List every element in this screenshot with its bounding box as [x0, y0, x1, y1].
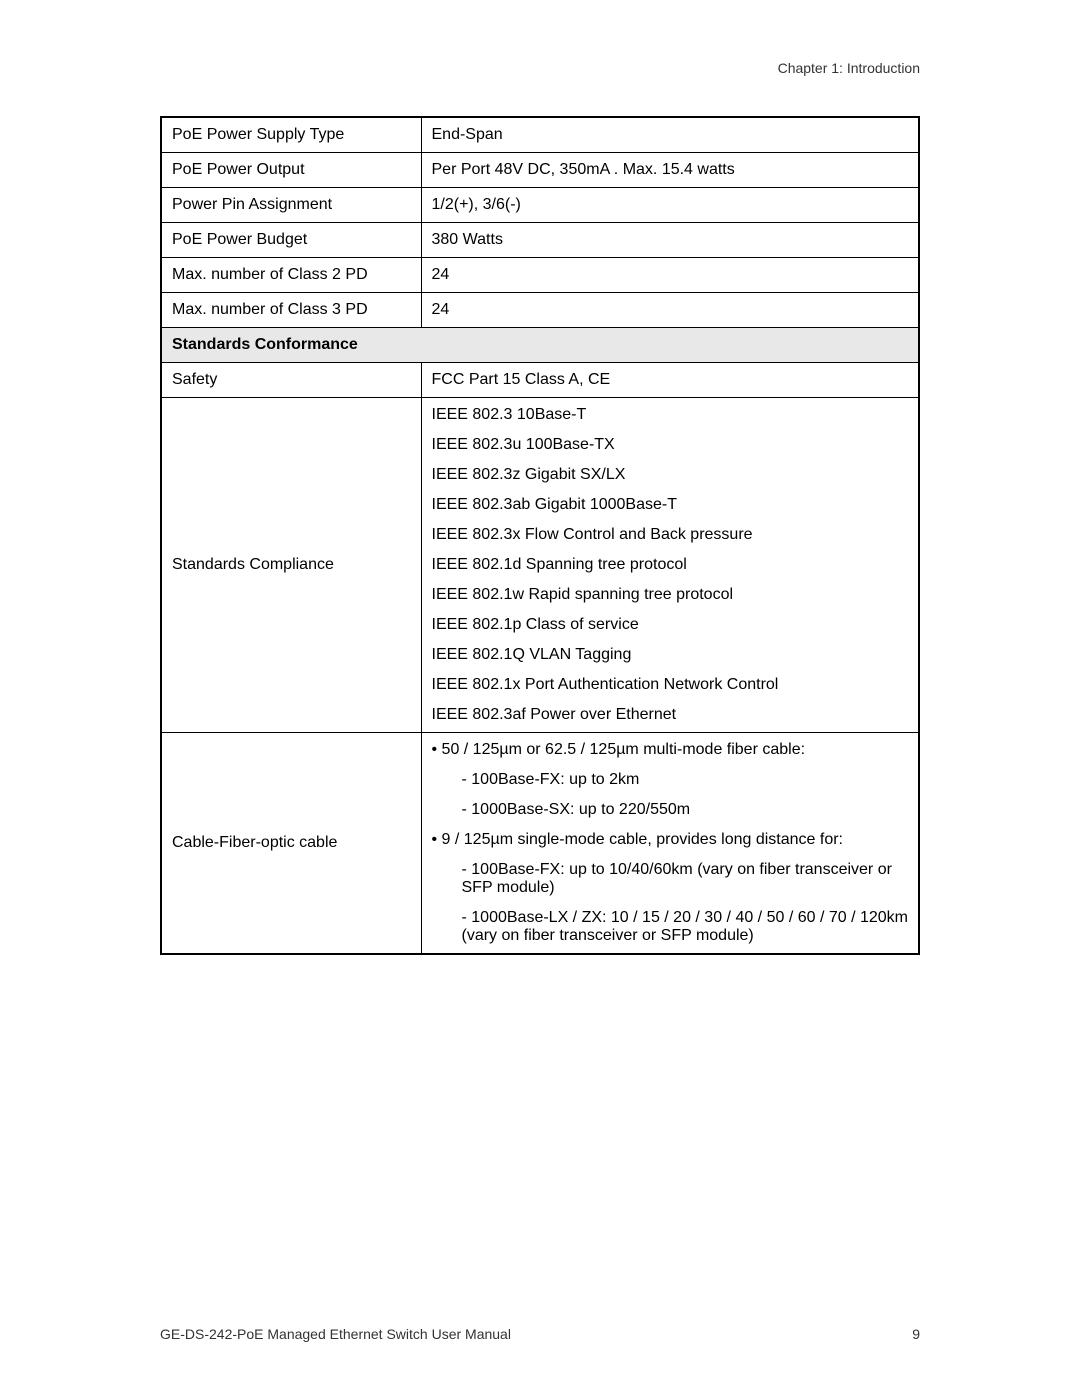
footer-title: GE-DS-242-PoE Managed Ethernet Switch Us… — [160, 1326, 511, 1342]
cell-value: Per Port 48V DC, 350mA . Max. 15.4 watts — [421, 153, 919, 188]
cell-value: End-Span — [421, 117, 919, 153]
cell-label: Standards Compliance — [161, 398, 421, 733]
cell-multiline: IEEE 802.3 10Base-T IEEE 802.3u 100Base-… — [421, 398, 919, 733]
compliance-line: IEEE 802.3x Flow Control and Back pressu… — [432, 520, 909, 550]
chapter-header: Chapter 1: Introduction — [160, 60, 920, 76]
cable-line: - 100Base-FX: up to 2km — [432, 765, 909, 795]
cable-line: • 9 / 125µm single-mode cable, provides … — [432, 825, 909, 855]
cell-label: Safety — [161, 363, 421, 398]
cable-line: - 100Base-FX: up to 10/40/60km (vary on … — [432, 855, 909, 903]
cell-label: PoE Power Supply Type — [161, 117, 421, 153]
table-section-header: Standards Conformance — [161, 328, 919, 363]
table-row: PoE Power Supply Type End-Span — [161, 117, 919, 153]
compliance-line: IEEE 802.3 10Base-T — [432, 406, 909, 430]
compliance-line: IEEE 802.3z Gigabit SX/LX — [432, 460, 909, 490]
compliance-line: IEEE 802.1Q VLAN Tagging — [432, 640, 909, 670]
cell-label: PoE Power Output — [161, 153, 421, 188]
compliance-line: IEEE 802.3u 100Base-TX — [432, 430, 909, 460]
cell-value: FCC Part 15 Class A, CE — [421, 363, 919, 398]
table-row: PoE Power Output Per Port 48V DC, 350mA … — [161, 153, 919, 188]
cable-line: - 1000Base-LX / ZX: 10 / 15 / 20 / 30 / … — [432, 903, 909, 945]
cell-label: Max. number of Class 2 PD — [161, 258, 421, 293]
spec-table: PoE Power Supply Type End-Span PoE Power… — [160, 116, 920, 955]
cell-label: Cable-Fiber-optic cable — [161, 733, 421, 955]
table-row: Cable-Fiber-optic cable • 50 / 125µm or … — [161, 733, 919, 955]
footer-page-number: 9 — [912, 1326, 920, 1342]
section-header-cell: Standards Conformance — [161, 328, 919, 363]
table-row: Max. number of Class 3 PD 24 — [161, 293, 919, 328]
table-row: Safety FCC Part 15 Class A, CE — [161, 363, 919, 398]
table-row: Max. number of Class 2 PD 24 — [161, 258, 919, 293]
compliance-line: IEEE 802.1d Spanning tree protocol — [432, 550, 909, 580]
table-row: PoE Power Budget 380 Watts — [161, 223, 919, 258]
cell-label: PoE Power Budget — [161, 223, 421, 258]
cell-label: Max. number of Class 3 PD — [161, 293, 421, 328]
compliance-line: IEEE 802.3ab Gigabit 1000Base-T — [432, 490, 909, 520]
table-row: Standards Compliance IEEE 802.3 10Base-T… — [161, 398, 919, 733]
cable-line: - 1000Base-SX: up to 220/550m — [432, 795, 909, 825]
cell-value: 24 — [421, 258, 919, 293]
cell-value: 380 Watts — [421, 223, 919, 258]
cell-label: Power Pin Assignment — [161, 188, 421, 223]
cable-line: • 50 / 125µm or 62.5 / 125µm multi-mode … — [432, 741, 909, 765]
page-footer: GE-DS-242-PoE Managed Ethernet Switch Us… — [160, 1326, 920, 1342]
compliance-line: IEEE 802.1w Rapid spanning tree protocol — [432, 580, 909, 610]
compliance-line: IEEE 802.1p Class of service — [432, 610, 909, 640]
cell-value: 1/2(+), 3/6(-) — [421, 188, 919, 223]
cell-value: 24 — [421, 293, 919, 328]
compliance-line: IEEE 802.3af Power over Ethernet — [432, 700, 909, 724]
table-row: Power Pin Assignment 1/2(+), 3/6(-) — [161, 188, 919, 223]
compliance-line: IEEE 802.1x Port Authentication Network … — [432, 670, 909, 700]
cell-multiline: • 50 / 125µm or 62.5 / 125µm multi-mode … — [421, 733, 919, 955]
